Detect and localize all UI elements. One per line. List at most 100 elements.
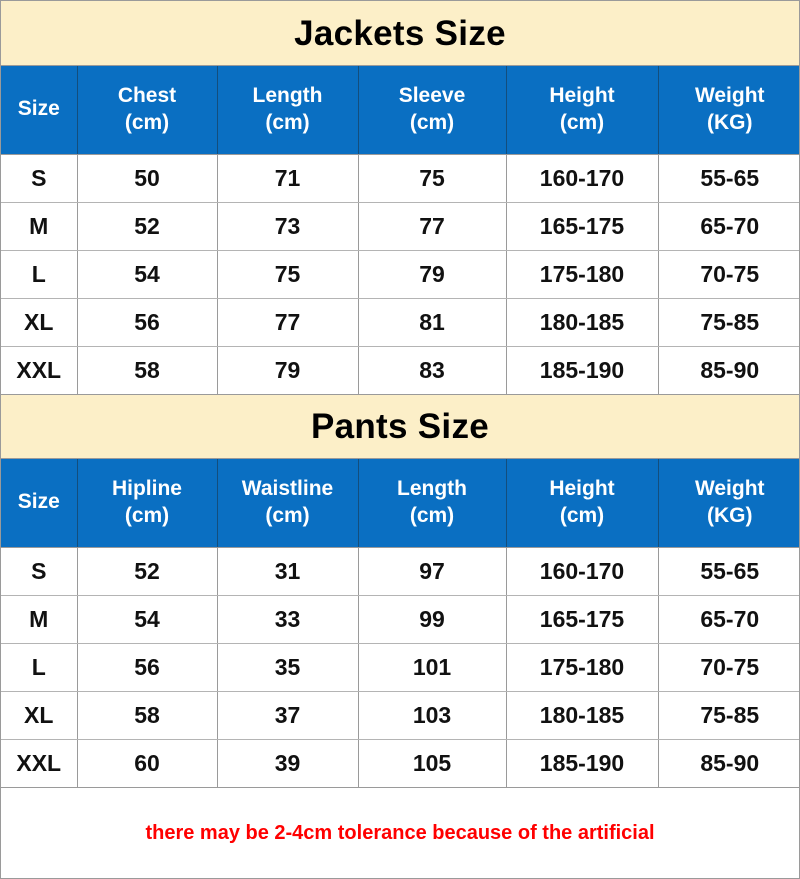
column-header-sleeve: Sleeve (cm): [358, 66, 507, 155]
cell-length: 79: [217, 346, 359, 394]
column-header-label: Weight: [694, 476, 765, 500]
pants-table-body: S 52 31 97 160-170 55-65 M 54 33 99 165-…: [1, 547, 799, 787]
column-header-chest: Chest (cm): [77, 66, 218, 155]
cell-chest: 54: [77, 250, 218, 299]
cell-height: 160-170: [506, 154, 659, 203]
column-header-unit: (cm): [124, 110, 170, 134]
column-header-size: Size: [1, 66, 78, 155]
cell-hipline: 52: [77, 547, 218, 596]
cell-hipline: 60: [77, 739, 218, 787]
cell-hipline: 56: [77, 643, 218, 692]
pants-title-band: Pants Size: [1, 394, 799, 459]
table-row: XXL 58 79 83 185-190 85-90: [1, 346, 799, 394]
cell-length: 105: [358, 739, 507, 787]
cell-length: 99: [358, 595, 507, 644]
pants-table: Size Hipline (cm) Waistline (cm) Length …: [1, 459, 799, 787]
column-header-unit: (cm): [124, 503, 170, 527]
cell-hipline: 58: [77, 691, 218, 740]
cell-length: 71: [217, 154, 359, 203]
table-row: XXL 60 39 105 185-190 85-90: [1, 739, 799, 787]
jackets-table: Size Chest (cm) Length (cm) Sleeve (cm) …: [1, 66, 799, 394]
column-header-weight: Weight (KG): [658, 66, 799, 155]
pants-table-header: Size Hipline (cm) Waistline (cm) Length …: [1, 459, 799, 548]
cell-waistline: 39: [217, 739, 359, 787]
column-header-label: Waistline: [241, 476, 334, 500]
cell-weight: 70-75: [658, 250, 799, 299]
column-header-label: Size: [17, 97, 60, 121]
table-row: S 52 31 97 160-170 55-65: [1, 547, 799, 596]
cell-height: 180-185: [506, 298, 659, 347]
column-header-length: Length (cm): [217, 66, 359, 155]
cell-sleeve: 79: [358, 250, 507, 299]
cell-length: 75: [217, 250, 359, 299]
column-header-label: Hipline: [111, 476, 182, 500]
cell-weight: 55-65: [658, 547, 799, 596]
table-row: L 54 75 79 175-180 70-75: [1, 250, 799, 299]
column-header-weight: Weight (KG): [658, 459, 799, 548]
cell-weight: 55-65: [658, 154, 799, 203]
cell-length: 103: [358, 691, 507, 740]
table-row: S 50 71 75 160-170 55-65: [1, 154, 799, 203]
column-header-label: Height: [549, 476, 615, 500]
table-row: L 56 35 101 175-180 70-75: [1, 643, 799, 692]
cell-chest: 50: [77, 154, 218, 203]
cell-height: 185-190: [506, 346, 659, 394]
column-header-label: Chest: [117, 83, 177, 107]
column-header-unit: (KG): [707, 503, 753, 527]
cell-size: XXL: [1, 346, 78, 394]
cell-waistline: 35: [217, 643, 359, 692]
cell-length: 77: [217, 298, 359, 347]
cell-length: 97: [358, 547, 507, 596]
cell-height: 165-175: [506, 595, 659, 644]
cell-weight: 70-75: [658, 643, 799, 692]
header-row: Size Hipline (cm) Waistline (cm) Length …: [1, 459, 799, 548]
cell-waistline: 37: [217, 691, 359, 740]
table-row: M 54 33 99 165-175 65-70: [1, 595, 799, 644]
column-header-unit: (cm): [559, 503, 605, 527]
cell-hipline: 54: [77, 595, 218, 644]
cell-sleeve: 83: [358, 346, 507, 394]
cell-weight: 65-70: [658, 595, 799, 644]
cell-height: 175-180: [506, 643, 659, 692]
jackets-table-body: S 50 71 75 160-170 55-65 M 52 73 77 165-…: [1, 154, 799, 394]
cell-height: 185-190: [506, 739, 659, 787]
column-header-size: Size: [1, 459, 78, 548]
cell-sleeve: 77: [358, 202, 507, 251]
column-header-label: Length: [397, 476, 467, 500]
column-header-label: Weight: [694, 83, 765, 107]
cell-weight: 75-85: [658, 691, 799, 740]
cell-length: 101: [358, 643, 507, 692]
cell-height: 175-180: [506, 250, 659, 299]
cell-weight: 65-70: [658, 202, 799, 251]
tolerance-note-band: there may be 2-4cm tolerance because of …: [1, 787, 799, 878]
cell-height: 165-175: [506, 202, 659, 251]
table-row: XL 56 77 81 180-185 75-85: [1, 298, 799, 347]
column-header-unit: (cm): [409, 110, 455, 134]
cell-size: S: [1, 154, 78, 203]
column-header-label: Height: [549, 83, 615, 107]
cell-weight: 85-90: [658, 739, 799, 787]
column-header-unit: (cm): [265, 110, 310, 134]
cell-length: 73: [217, 202, 359, 251]
cell-chest: 56: [77, 298, 218, 347]
column-header-height: Height (cm): [506, 66, 659, 155]
jackets-title-band: Jackets Size: [1, 1, 799, 66]
cell-chest: 58: [77, 346, 218, 394]
cell-size: L: [1, 643, 78, 692]
column-header-label: Length: [252, 83, 323, 107]
cell-weight: 75-85: [658, 298, 799, 347]
cell-height: 160-170: [506, 547, 659, 596]
table-row: M 52 73 77 165-175 65-70: [1, 202, 799, 251]
cell-weight: 85-90: [658, 346, 799, 394]
column-header-height: Height (cm): [506, 459, 659, 548]
column-header-hipline: Hipline (cm): [77, 459, 218, 548]
column-header-unit: (cm): [409, 503, 455, 527]
column-header-waistline: Waistline (cm): [217, 459, 359, 548]
header-row: Size Chest (cm) Length (cm) Sleeve (cm) …: [1, 66, 799, 155]
cell-chest: 52: [77, 202, 218, 251]
column-header-label: Size: [17, 490, 60, 514]
cell-size: L: [1, 250, 78, 299]
table-row: XL 58 37 103 180-185 75-85: [1, 691, 799, 740]
cell-sleeve: 81: [358, 298, 507, 347]
jackets-title: Jackets Size: [294, 13, 506, 53]
